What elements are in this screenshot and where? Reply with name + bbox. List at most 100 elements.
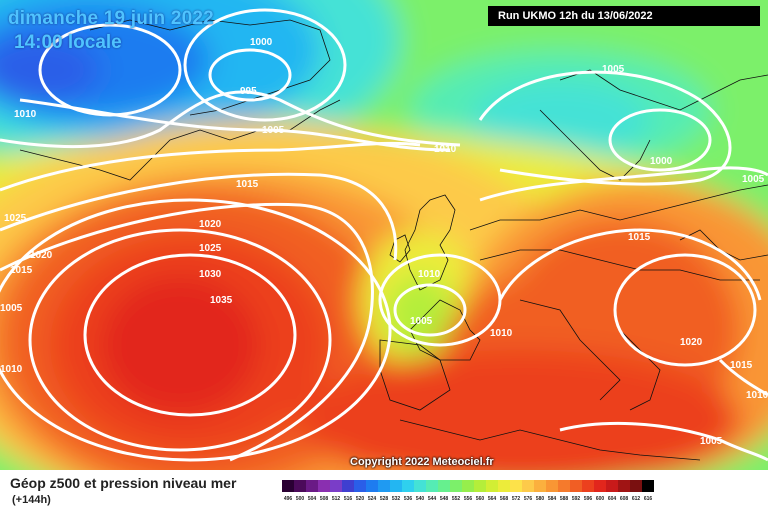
scale-tick-label: 588 — [559, 496, 569, 502]
isobar-labels: 1000 995 1010 1005 1015 1025 1020 1025 1… — [0, 37, 768, 447]
scale-swatch — [642, 480, 654, 492]
scale-tick-label: 596 — [583, 496, 593, 502]
copyright-notice: Copyright 2022 Meteociel.fr — [350, 456, 494, 468]
isobar-label: 1005 — [742, 174, 765, 185]
scale-tick-label: 580 — [535, 496, 545, 502]
isobar-label: 1020 — [199, 219, 222, 230]
scale-tick-label: 592 — [571, 496, 581, 502]
scale-swatch — [618, 480, 630, 492]
isobar-label: 1020 — [680, 337, 703, 348]
scale-tick-label: 540 — [415, 496, 425, 502]
scale-swatch — [606, 480, 618, 492]
scale-swatch — [402, 480, 414, 492]
forecast-time-label: 14:00 locale — [14, 32, 122, 53]
scale-swatch — [294, 480, 306, 492]
isobar-label: 1015 — [628, 232, 651, 243]
color-scale-labels: 496 500 504 508 512 516 520 524 528 532 536 540 544 5… — [282, 496, 654, 502]
scale-swatch — [546, 480, 558, 492]
scale-tick-label: 556 — [463, 496, 473, 502]
isobar-label: 1000 — [650, 156, 673, 167]
isobar-label: 1010 — [490, 328, 513, 339]
color-scale — [282, 480, 654, 492]
scale-swatch — [582, 480, 594, 492]
scale-swatch — [426, 480, 438, 492]
legend-subtitle: (+144h) — [12, 494, 51, 506]
isobar-label: 1010 — [746, 390, 768, 401]
legend-bar: Géop z500 et pression niveau mer (+144h)… — [0, 470, 768, 512]
scale-swatch — [594, 480, 606, 492]
scale-swatch — [630, 480, 642, 492]
scale-tick-label: 568 — [499, 496, 509, 502]
scale-tick-label: 544 — [427, 496, 437, 502]
scale-tick-label: 604 — [607, 496, 617, 502]
isobar-label: 1015 — [730, 360, 753, 371]
scale-tick-label: 612 — [631, 496, 641, 502]
isobar-label: 1005 — [262, 125, 285, 136]
isobar-label: 1010 — [418, 269, 441, 280]
geopotential-field — [0, 0, 768, 470]
scale-tick-label: 560 — [475, 496, 485, 502]
isobar-label: 1025 — [4, 213, 27, 224]
scale-swatch — [390, 480, 402, 492]
isobar-label: 1005 — [410, 316, 433, 327]
isobar-label: 1035 — [210, 295, 233, 306]
scale-tick-label: 516 — [343, 496, 353, 502]
scale-swatch — [414, 480, 426, 492]
scale-swatch — [510, 480, 522, 492]
scale-tick-label: 584 — [547, 496, 557, 502]
scale-tick-label: 536 — [403, 496, 413, 502]
model-run-info: Run UKMO 12h du 13/06/2022 — [488, 6, 760, 26]
scale-swatch — [366, 480, 378, 492]
scale-swatch — [498, 480, 510, 492]
scale-tick-label: 572 — [511, 496, 521, 502]
scale-swatch — [486, 480, 498, 492]
scale-swatch — [570, 480, 582, 492]
scale-tick-label: 608 — [619, 496, 629, 502]
scale-swatch — [522, 480, 534, 492]
isobar-label: 1000 — [250, 37, 273, 48]
scale-swatch — [282, 480, 294, 492]
scale-tick-label: 600 — [595, 496, 605, 502]
scale-tick-label: 548 — [439, 496, 449, 502]
scale-swatch — [354, 480, 366, 492]
isobar-label: 1030 — [199, 269, 222, 280]
scale-tick-label: 552 — [451, 496, 461, 502]
isobar-label: 1005 — [602, 64, 625, 75]
scale-tick-label: 576 — [523, 496, 533, 502]
isobar-label: 1025 — [199, 243, 222, 254]
isobar-label: 995 — [240, 86, 257, 97]
scale-swatch — [474, 480, 486, 492]
scale-swatch — [306, 480, 318, 492]
scale-swatch — [342, 480, 354, 492]
weather-map: 1000 995 1010 1005 1015 1025 1020 1025 1… — [0, 0, 768, 470]
scale-swatch — [534, 480, 546, 492]
scale-tick-label: 520 — [355, 496, 365, 502]
scale-tick-label: 564 — [487, 496, 497, 502]
scale-swatch — [330, 480, 342, 492]
isobar-label: 1010 — [14, 109, 37, 120]
scale-tick-label: 532 — [391, 496, 401, 502]
scale-tick-label: 500 — [295, 496, 305, 502]
scale-tick-label: 524 — [367, 496, 377, 502]
isobar-label: 1010 — [0, 364, 23, 375]
scale-tick-label: 528 — [379, 496, 389, 502]
isobar-label: 1020 — [30, 250, 53, 261]
scale-tick-label: 512 — [331, 496, 341, 502]
map-canvas: 1000 995 1010 1005 1015 1025 1020 1025 1… — [0, 0, 768, 470]
forecast-date-title: dimanche 19 juin 2022 — [8, 8, 214, 29]
scale-swatch — [378, 480, 390, 492]
isobar-label: 1015 — [236, 179, 259, 190]
scale-swatch — [558, 480, 570, 492]
legend-title: Géop z500 et pression niveau mer — [10, 475, 237, 491]
scale-swatch — [318, 480, 330, 492]
isobar-label: 1010 — [434, 144, 457, 155]
isobar-label: 1005 — [700, 436, 723, 447]
scale-swatch — [438, 480, 450, 492]
isobar-label: 1015 — [10, 265, 33, 276]
isobars — [0, 8, 768, 462]
scale-tick-label: 616 — [643, 496, 653, 502]
scale-tick-label: 496 — [283, 496, 293, 502]
isobar-label: 1005 — [0, 303, 23, 314]
scale-tick-label: 508 — [319, 496, 329, 502]
scale-swatch — [462, 480, 474, 492]
